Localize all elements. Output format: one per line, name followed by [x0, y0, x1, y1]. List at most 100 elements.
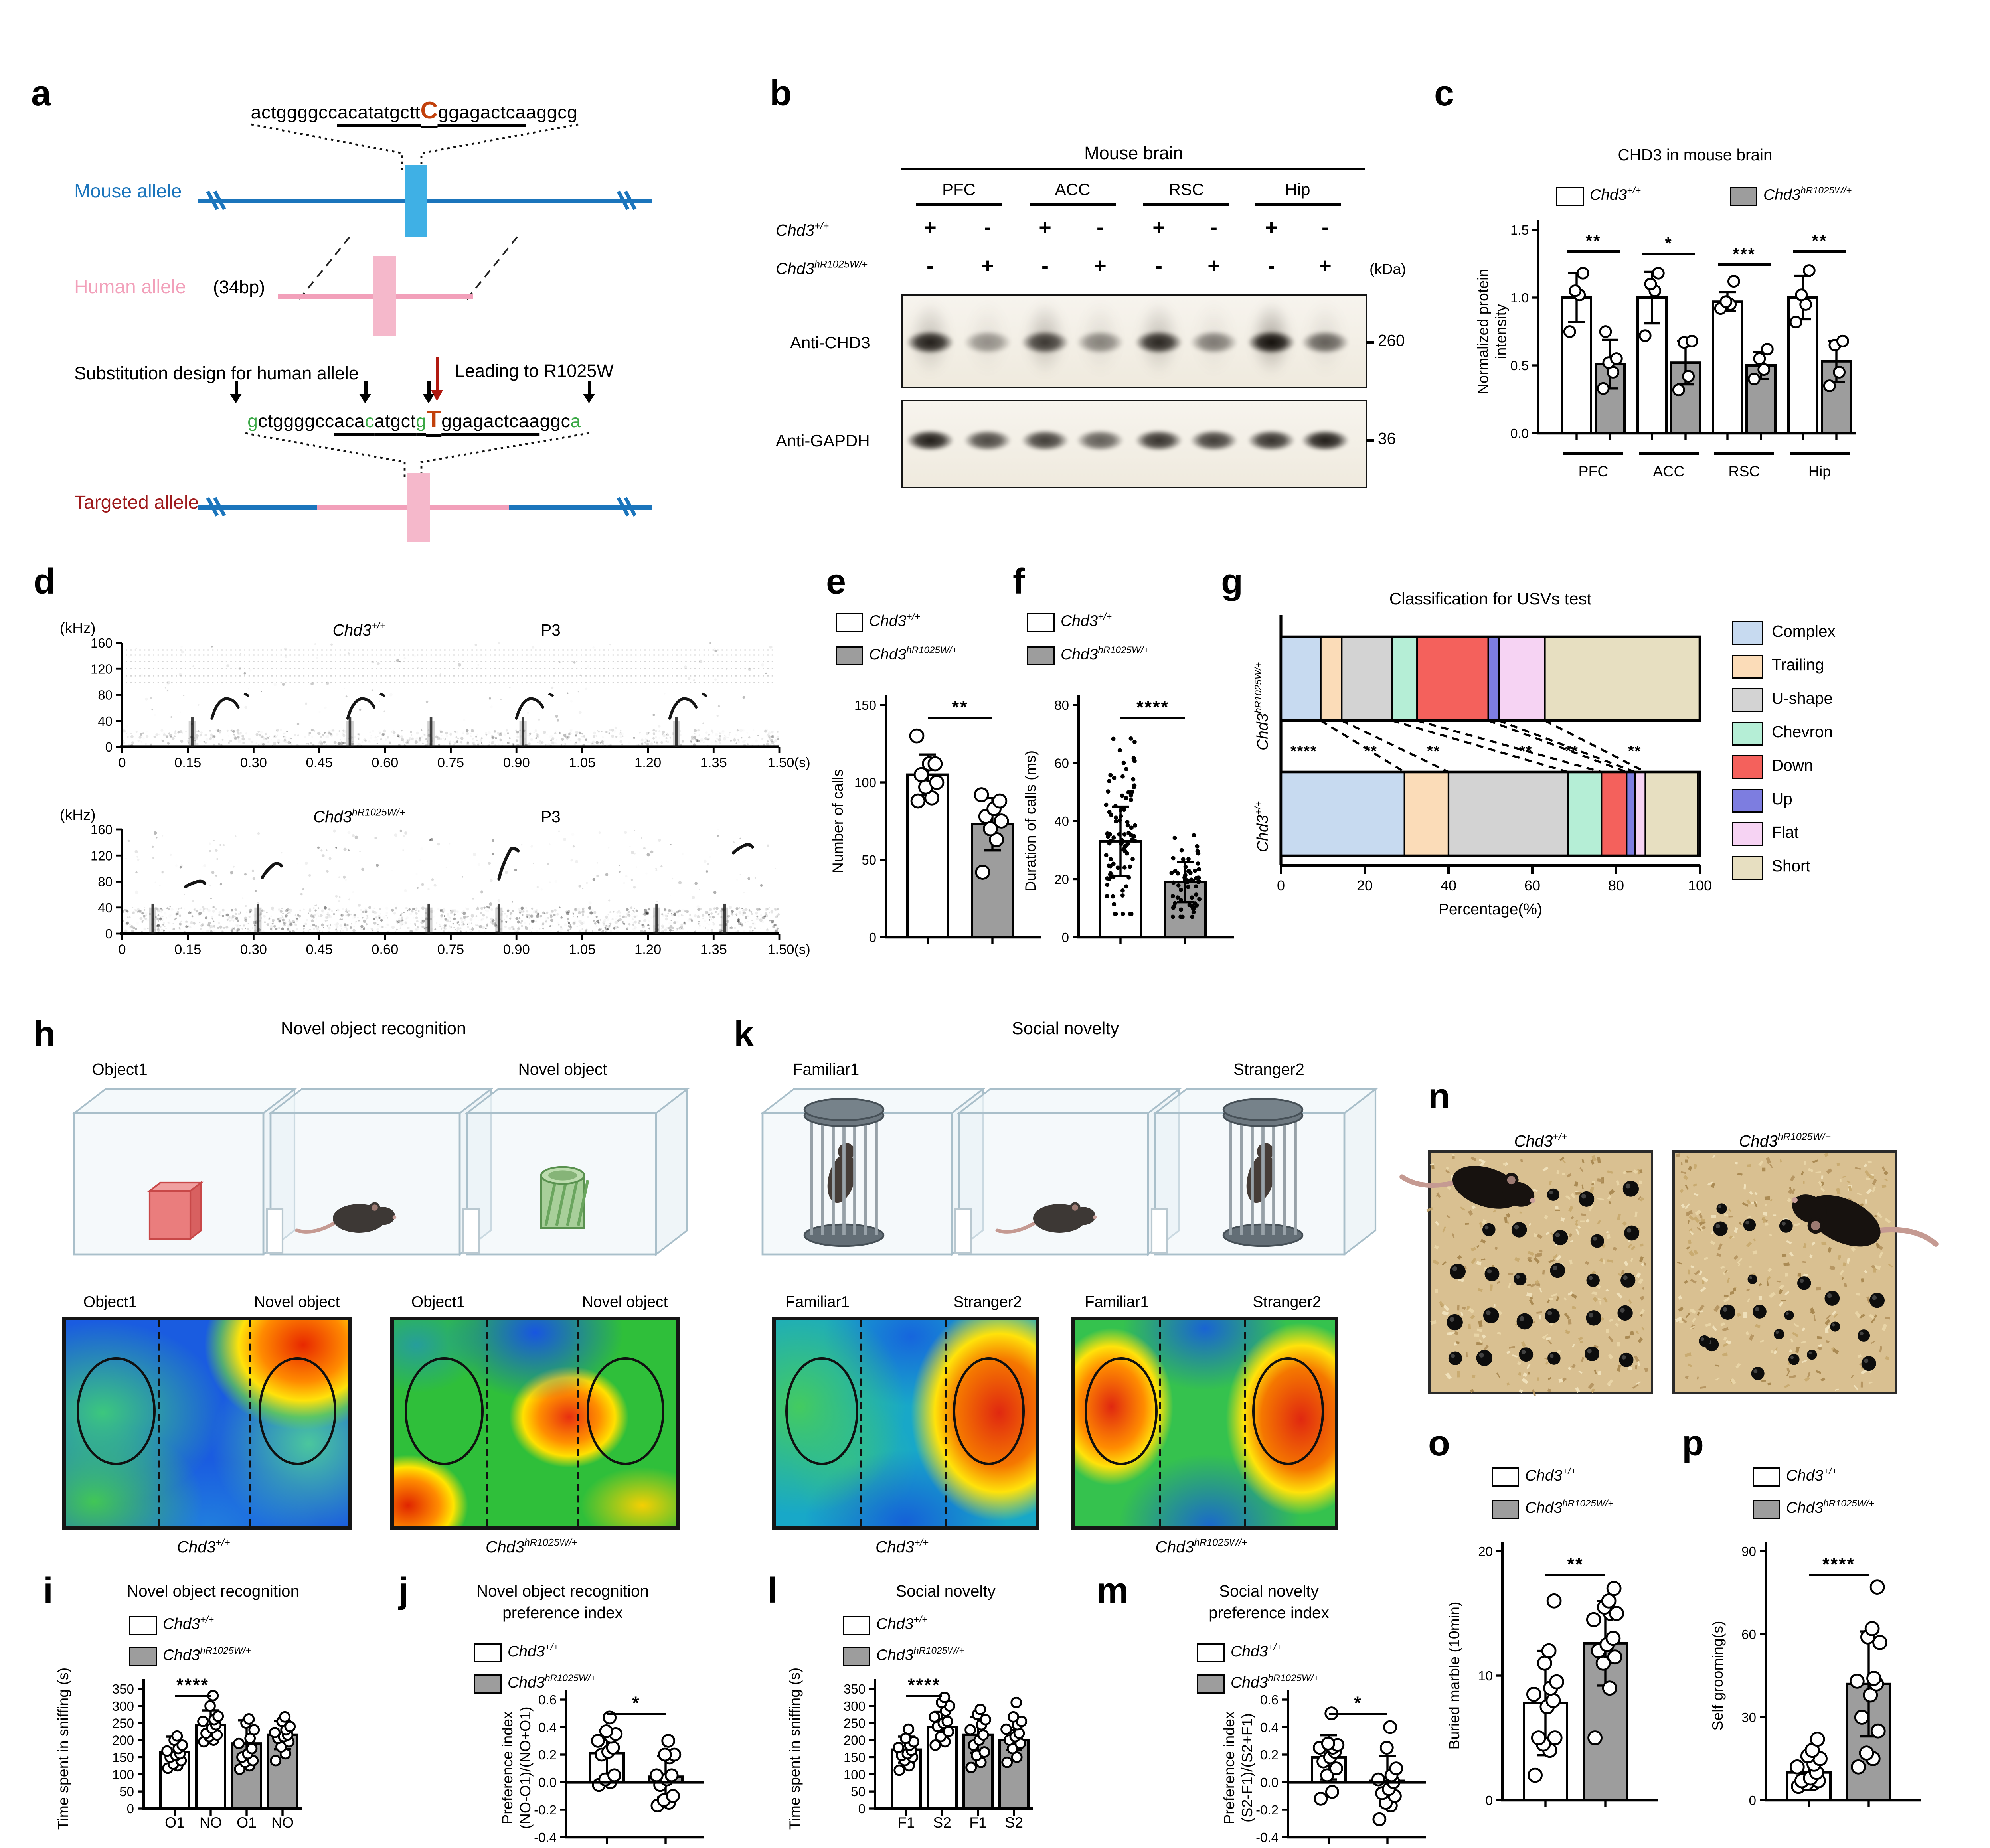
noise-dot: [237, 732, 240, 735]
noise-dot: [766, 742, 769, 746]
noise-dot: [661, 928, 663, 930]
noise-dot: [142, 920, 144, 922]
y-tick-label: 0: [105, 740, 113, 754]
bedding-speck: [1476, 1261, 1482, 1266]
noise-dot: [167, 690, 168, 691]
panel-d-letter: d: [34, 563, 55, 602]
noise-dot: [203, 745, 206, 747]
noise-dot: [399, 661, 401, 663]
doorway: [954, 1208, 972, 1254]
red-down-arrow-icon: [436, 357, 439, 390]
noise-dot: [391, 926, 395, 929]
noise-dot: [775, 908, 778, 911]
noise-dot: [712, 732, 714, 734]
noise-dot: [213, 930, 216, 933]
bedding-speck: [1542, 1335, 1546, 1340]
bedding-speck: [1477, 1288, 1483, 1292]
noise-dot: [135, 731, 138, 733]
group-label: RSC: [1728, 463, 1760, 480]
dashed-connector: [1417, 719, 1602, 773]
noise-dot: [239, 925, 241, 926]
noise-dot: [673, 913, 676, 916]
data-point: [1179, 888, 1183, 892]
noise-dot: [135, 890, 138, 894]
bedding-speck: [1593, 1297, 1598, 1302]
noise-dot: [360, 909, 362, 911]
noise-dot: [404, 657, 406, 659]
targeted-exon-box: [407, 473, 430, 542]
noise-dot: [166, 907, 168, 910]
noise-dot: [272, 919, 275, 922]
bedding-speck: [1597, 1198, 1604, 1200]
sequence-segment: actggggcc: [251, 103, 338, 123]
noise-dot: [261, 932, 262, 934]
noise-dot: [162, 924, 164, 926]
noise-dot: [136, 746, 138, 748]
bedding-speck: [1687, 1239, 1692, 1244]
noise-dot: [672, 732, 674, 735]
noise-dot: [380, 738, 382, 741]
noise-dot: [497, 731, 500, 734]
noise-dot: [605, 925, 608, 928]
bedding-speck: [1570, 1240, 1573, 1243]
noise-dot: [281, 916, 284, 918]
noise-dot: [708, 914, 710, 916]
noise-dot: [216, 858, 218, 860]
noise-dot: [160, 729, 164, 732]
noise-dot: [157, 920, 159, 922]
noise-dot: [377, 662, 380, 665]
noise-dot: [423, 745, 427, 748]
noise-dot: [126, 921, 129, 925]
data-point: [1109, 839, 1113, 843]
noise-dot: [340, 928, 342, 930]
bedding-speck: [1536, 1311, 1543, 1314]
noise-dot: [281, 907, 283, 910]
bedding-speck: [1683, 1175, 1689, 1181]
bedding-speck: [1521, 1341, 1526, 1347]
noise-dot: [450, 910, 451, 912]
marble: [1713, 1221, 1728, 1236]
noise-dot: [581, 928, 583, 930]
bedding-speck: [1512, 1354, 1518, 1358]
noise-dot: [266, 923, 269, 926]
data-point: [1194, 892, 1199, 897]
legend-swatch: [1732, 755, 1763, 779]
noise-dot: [512, 928, 515, 930]
noise-dot: [187, 925, 189, 928]
noise-dot: [488, 731, 491, 734]
noise-dot: [127, 914, 128, 915]
panel-i-letter: i: [43, 1572, 53, 1611]
noise-dot: [135, 909, 138, 912]
noise-dot: [528, 929, 531, 932]
noise-dot: [719, 931, 721, 933]
noise-dot: [130, 733, 132, 734]
noise-dot: [658, 730, 661, 732]
noise-dot: [407, 910, 409, 912]
marble: [1699, 1335, 1710, 1347]
marble-highlight: [1800, 1279, 1804, 1283]
noise-dot: [452, 741, 454, 743]
noise-dot: [366, 928, 369, 931]
bedding-speck: [1532, 1389, 1536, 1396]
noise-dot: [345, 695, 348, 698]
noise-dot: [423, 734, 425, 736]
noise-dot: [335, 895, 338, 898]
stack-segment-down: [1416, 636, 1489, 722]
noise-dot: [144, 912, 148, 915]
panel-j-letter: j: [399, 1572, 409, 1611]
bedding-speck: [1857, 1354, 1862, 1358]
noise-dot: [133, 932, 134, 933]
bedding-speck: [1860, 1381, 1863, 1388]
noise-dot: [604, 731, 607, 733]
noise-dot: [731, 912, 733, 914]
noise-dot: [430, 838, 433, 841]
noise-dot: [531, 907, 534, 910]
noise-dot: [670, 920, 672, 921]
bedding-speck: [1468, 1307, 1475, 1314]
noise-dot: [420, 847, 423, 851]
noise-dot: [577, 738, 581, 741]
noise-dot: [619, 871, 621, 873]
noise-dot: [453, 914, 455, 916]
data-point: [1321, 1737, 1335, 1751]
x-tick-label: 0.45: [306, 755, 333, 770]
